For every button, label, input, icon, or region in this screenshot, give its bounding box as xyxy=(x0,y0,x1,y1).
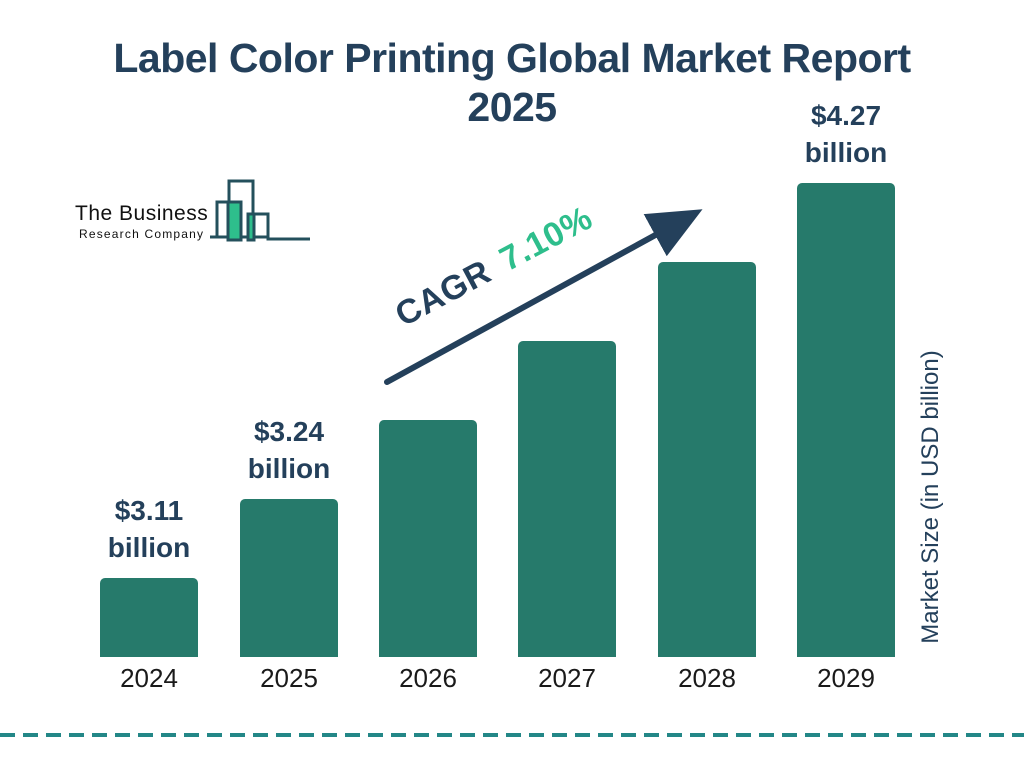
x-tick-2027: 2027 xyxy=(538,663,596,693)
x-tick-2025: 2025 xyxy=(260,663,318,693)
bar-chart-logo-icon xyxy=(210,176,311,249)
bar-2024 xyxy=(100,578,198,657)
page-title-line2: 2025 xyxy=(467,84,557,131)
bottom-dashed-divider xyxy=(0,733,1024,737)
x-tick-2029: 2029 xyxy=(817,663,875,693)
company-logo: The Business Research Company xyxy=(75,176,311,249)
page-title-line1: Label Color Printing Global Market Repor… xyxy=(113,35,911,81)
value-label-2029: $4.27 billion xyxy=(804,100,888,168)
bar-2028 xyxy=(658,262,756,657)
bar-2025 xyxy=(240,499,338,657)
growth-arrow-icon xyxy=(384,209,703,385)
bar-2029 xyxy=(797,183,895,657)
value-label-2024: $3.11 billion xyxy=(107,495,191,563)
value-label-2025: $3.24 billion xyxy=(247,416,331,484)
bar-2027 xyxy=(518,341,616,657)
bar-2026 xyxy=(379,420,477,657)
page-title: Label Color Printing Global Market Repor… xyxy=(0,34,1024,132)
logo-name: The Business xyxy=(75,202,209,225)
x-tick-2026: 2026 xyxy=(399,663,457,693)
company-logo-text: The Business Research Company xyxy=(75,202,208,249)
y-axis-label-text: Market Size (in USD billion) xyxy=(917,350,944,644)
x-tick-2028: 2028 xyxy=(678,663,736,693)
logo-subname: Research Company xyxy=(78,227,205,241)
x-tick-2024: 2024 xyxy=(120,663,178,693)
